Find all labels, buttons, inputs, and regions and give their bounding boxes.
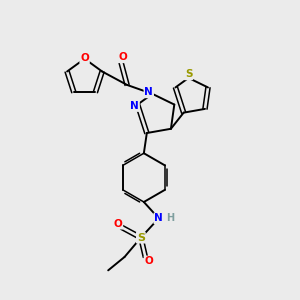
Text: O: O [145, 256, 153, 266]
Text: H: H [166, 213, 174, 223]
Text: S: S [137, 233, 145, 243]
Text: N: N [144, 87, 153, 98]
Text: N: N [154, 213, 163, 223]
Text: O: O [114, 219, 122, 229]
Text: O: O [80, 53, 89, 63]
Text: N: N [130, 101, 139, 111]
Text: O: O [118, 52, 127, 62]
Text: S: S [185, 69, 192, 80]
